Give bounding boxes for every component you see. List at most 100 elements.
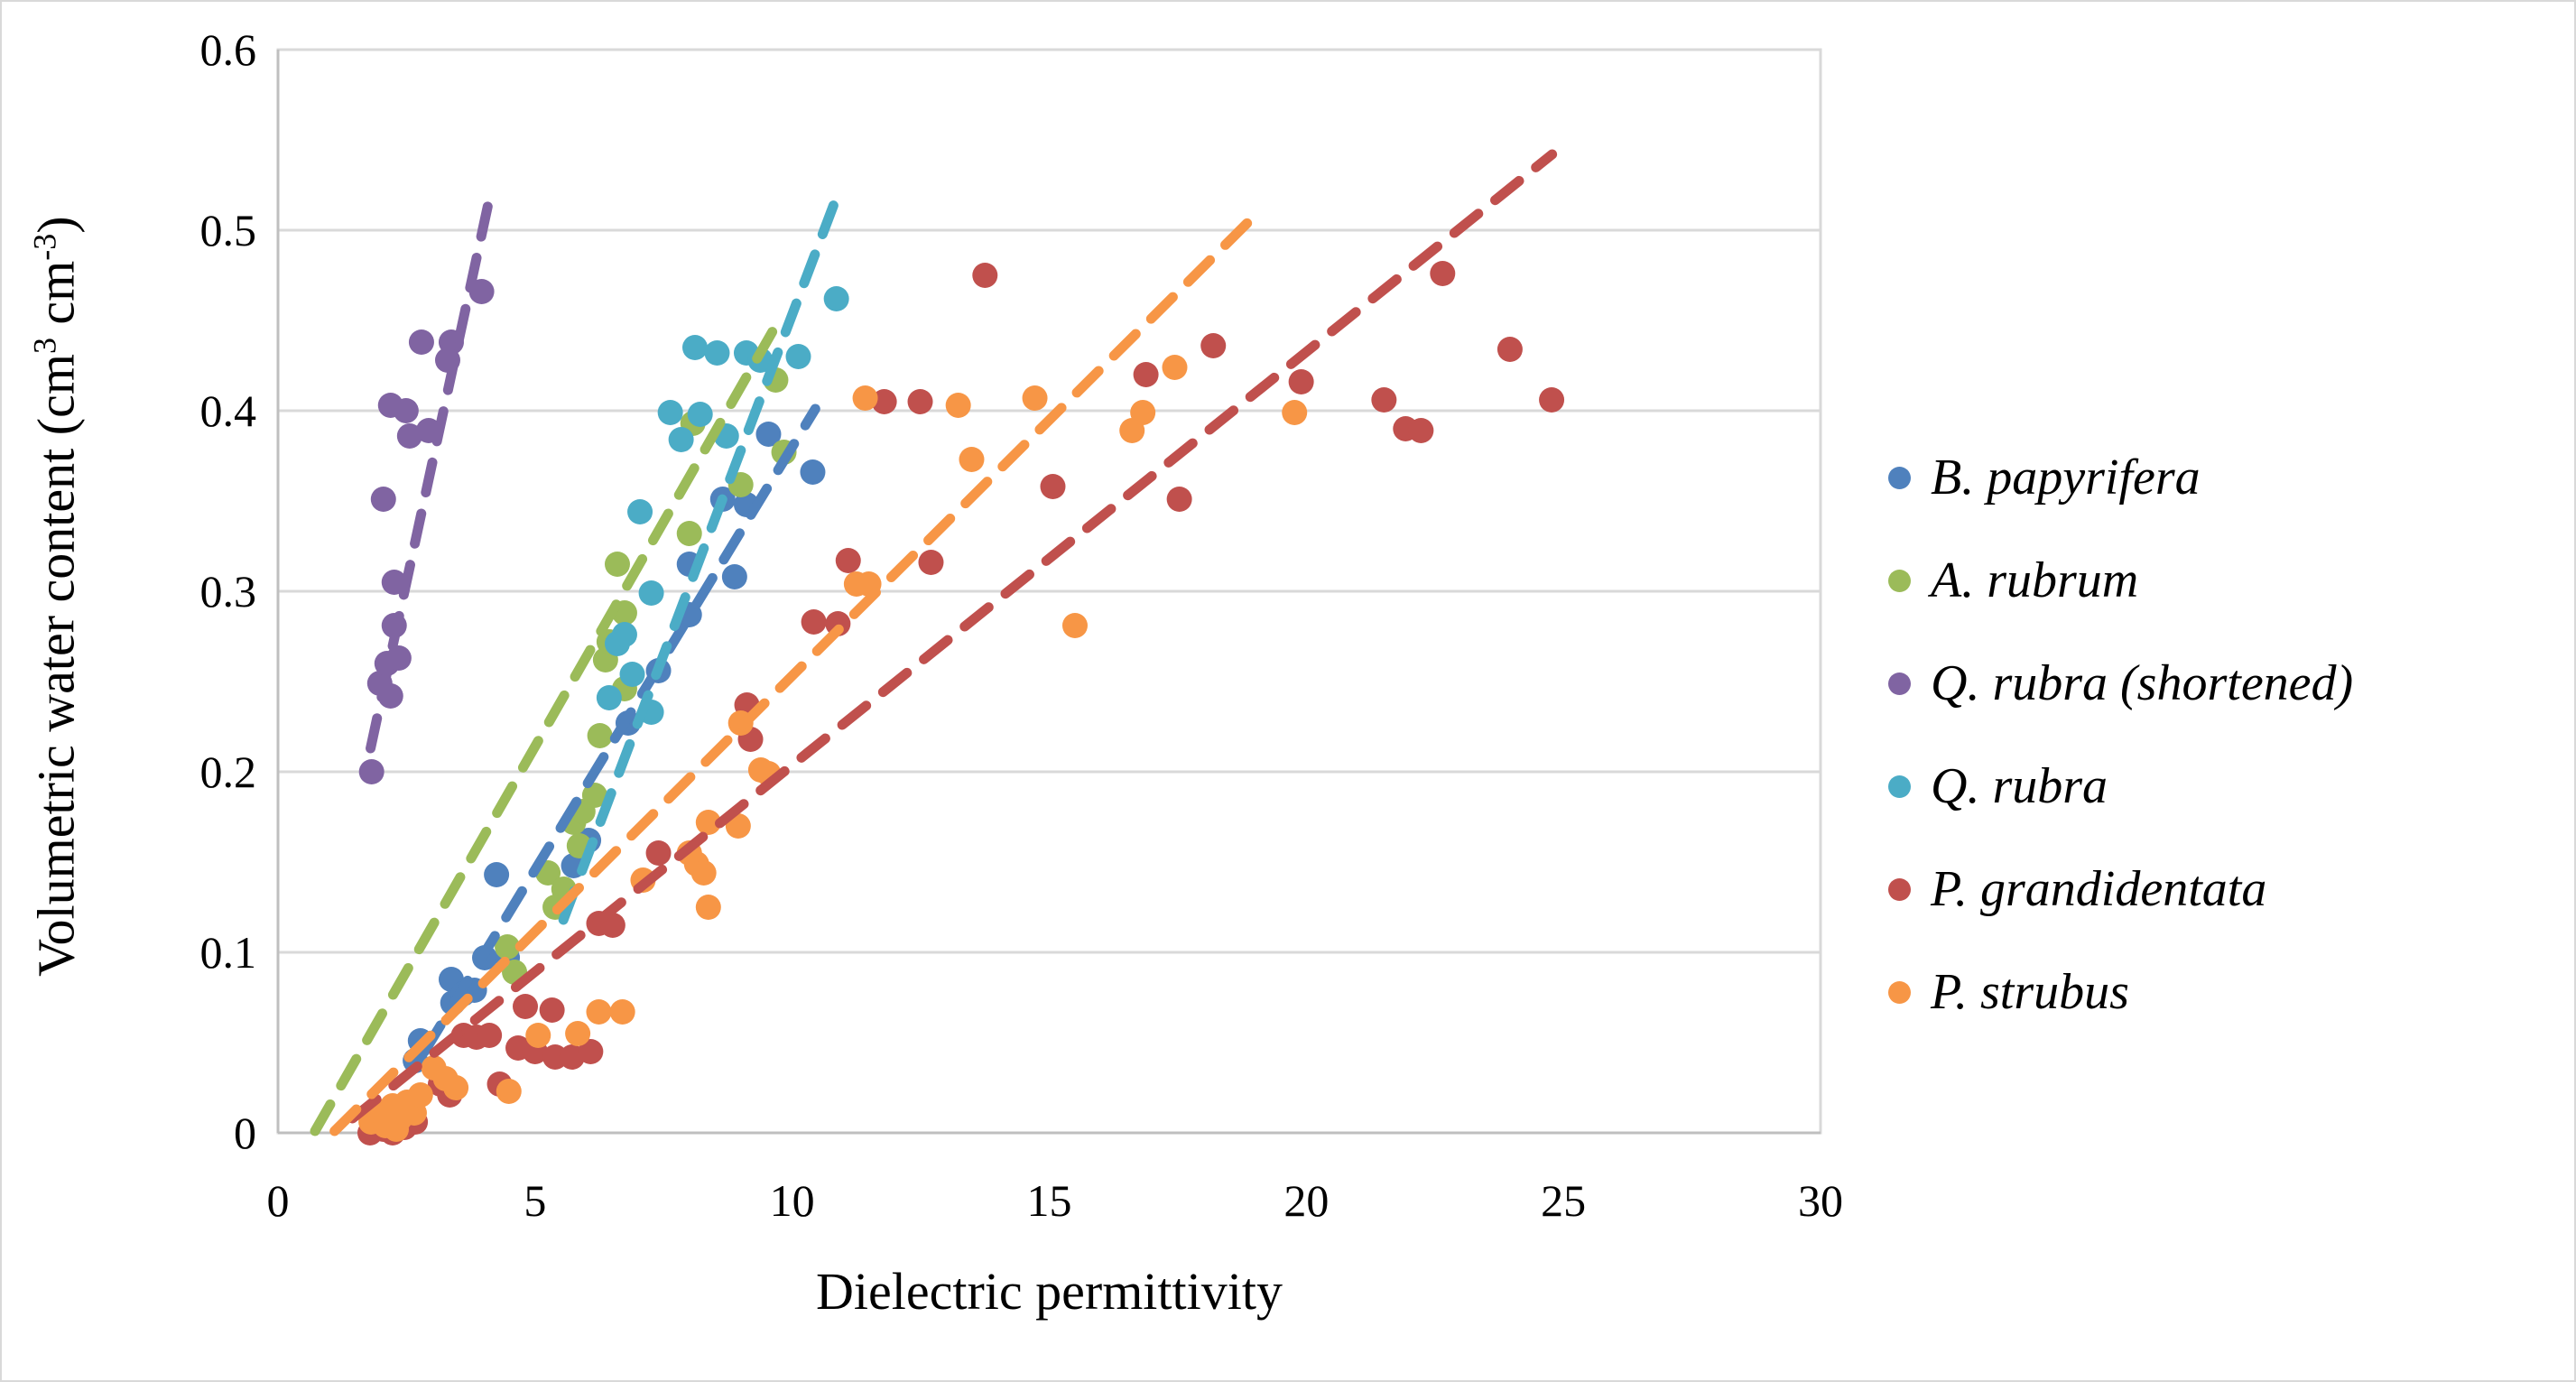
trendline-p-strubus [329, 205, 1265, 1136]
legend-item-p-grandidentata: P. grandidentata [1888, 838, 2353, 941]
data-point [871, 389, 897, 414]
data-point [586, 999, 612, 1025]
data-point [1288, 369, 1314, 394]
data-point [1166, 487, 1192, 512]
y-axis-title-superscript: 3 [26, 338, 63, 355]
data-point [823, 286, 849, 311]
data-point [496, 1079, 522, 1104]
data-point [687, 402, 713, 427]
data-point [695, 895, 721, 920]
data-point [721, 564, 747, 589]
y-tick-label: 0.6 [200, 24, 257, 75]
y-tick-label: 0.5 [200, 205, 257, 255]
trendline-q-rubra-shortened [366, 196, 495, 754]
data-point [1162, 355, 1188, 380]
legend-label: Q. rubra (shortened) [1931, 655, 2354, 711]
x-tick-label: 15 [1027, 1175, 1072, 1226]
legend-label: P. grandidentata [1931, 861, 2267, 917]
legend-marker-icon [1888, 569, 1911, 592]
data-point [1408, 418, 1434, 443]
data-point [611, 622, 637, 647]
x-tick-label: 20 [1283, 1175, 1329, 1226]
data-point [668, 427, 694, 452]
data-point [852, 385, 878, 411]
y-tick-label: 0.4 [200, 385, 257, 436]
data-point [370, 487, 396, 512]
legend-item-p-strubus: P. strubus [1888, 941, 2353, 1043]
data-point [495, 934, 521, 960]
legend-label: P. strubus [1931, 964, 2129, 1020]
data-point [408, 329, 434, 355]
data-point [972, 263, 998, 288]
trendline-a-rubrum [310, 319, 783, 1136]
data-point [1539, 387, 1565, 413]
data-point [1496, 337, 1523, 362]
legend-marker-icon [1888, 466, 1911, 489]
legend-label: B. papyrifera [1931, 450, 2201, 505]
data-point [396, 423, 422, 449]
data-point [1430, 261, 1456, 286]
data-point [385, 645, 412, 671]
series-dots-p-strubus [358, 355, 1308, 1142]
series-dots-q-rubra-shortened [358, 279, 495, 784]
data-point [801, 609, 827, 635]
data-point [539, 997, 565, 1023]
data-point [1200, 333, 1227, 358]
legend-item-q-rubra-shortened: Q. rubra (shortened) [1888, 632, 2353, 735]
data-point [755, 422, 782, 447]
series-dots-q-rubra [596, 286, 849, 725]
data-point [619, 662, 645, 687]
data-point [1371, 387, 1397, 413]
legend-marker-icon [1888, 980, 1911, 1004]
y-tick-label: 0.1 [200, 927, 257, 978]
data-point [587, 723, 613, 748]
data-point [1282, 400, 1308, 425]
legend-label: Q. rubra [1931, 758, 2108, 814]
data-point [1133, 362, 1159, 387]
trendline-b-papyrifera [419, 403, 820, 1057]
series-dots-b-papyrifera [403, 422, 826, 1073]
data-point [525, 1023, 551, 1048]
y-tick-label: 0.3 [200, 566, 257, 617]
x-tick-label: 10 [770, 1175, 815, 1226]
data-point [627, 499, 653, 524]
y-tick-label: 0.2 [200, 747, 257, 797]
data-point [690, 860, 717, 886]
x-tick-label: 5 [524, 1175, 546, 1226]
legend-item-q-rubra: Q. rubra [1888, 735, 2353, 838]
y-axis-title-superscript: -3 [26, 233, 63, 261]
legend-item-b-papyrifera: B. papyrifera [1888, 426, 2353, 529]
x-tick-label: 25 [1541, 1175, 1586, 1226]
data-point [907, 389, 933, 414]
data-point [676, 521, 702, 546]
data-point [596, 685, 622, 710]
data-point [638, 580, 664, 606]
legend: B. papyrifera A. rubrum Q. rubra (shortene… [1888, 426, 2353, 1043]
data-point [604, 552, 630, 577]
data-point [1022, 385, 1048, 411]
data-point [704, 340, 730, 366]
data-point [609, 999, 635, 1025]
data-point [358, 759, 385, 784]
legend-item-a-rubrum: A. rubrum [1888, 529, 2353, 632]
y-axis-title-text: ) [26, 216, 86, 234]
data-point [407, 1082, 433, 1108]
data-point [959, 447, 985, 472]
data-point [1061, 613, 1088, 638]
data-point [384, 1117, 410, 1142]
x-tick-label: 30 [1798, 1175, 1843, 1226]
y-axis-title-text: cm [26, 260, 86, 339]
data-point [1130, 400, 1156, 425]
x-axis-title: Dielectric permittivity [816, 1262, 1283, 1321]
data-point [443, 1075, 469, 1100]
data-point [565, 1021, 591, 1046]
legend-marker-icon [1888, 672, 1911, 695]
y-axis-title: Volumetric water content (cm3 cm-3) [25, 28, 86, 1165]
data-point [918, 550, 944, 575]
legend-label: A. rubrum [1931, 552, 2139, 608]
data-point [695, 810, 721, 835]
tick-labels: 0 0.1 0.2 0.3 0.4 0.5 0.6 0 5 10 15 20 25 30 [200, 24, 1844, 1226]
data-point [484, 862, 510, 887]
